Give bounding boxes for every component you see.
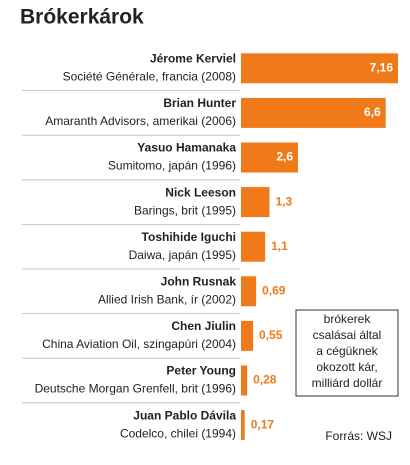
- category-name: Juan Pablo Dávila: [133, 408, 236, 422]
- category-name: Peter Young: [166, 364, 236, 378]
- annotation-line: okozott kár,: [316, 360, 377, 374]
- bar: [241, 142, 299, 173]
- category-name: Toshihide Iguchi: [142, 230, 236, 244]
- category-description: Sumitomo, japán (1996): [108, 159, 236, 173]
- bar: [241, 231, 266, 262]
- value-label: 1,1: [271, 239, 288, 253]
- category-name: John Rusnak: [161, 274, 237, 288]
- bar: [241, 187, 270, 218]
- annotation-line: a cégüknek: [316, 344, 378, 358]
- category-name: Nick Leeson: [165, 185, 236, 199]
- value-label: 6,6: [364, 105, 381, 119]
- category-name: Brian Hunter: [163, 96, 236, 110]
- annotation-line: brókerek: [324, 312, 372, 326]
- bar: [241, 410, 245, 441]
- category-name: Chen Jiulin: [171, 319, 236, 333]
- bar: [241, 97, 386, 128]
- annotation-box: [295, 309, 399, 397]
- category-description: Daiwa, japán (1995): [129, 248, 236, 262]
- bar: [241, 365, 248, 396]
- bar: [241, 276, 257, 307]
- value-label: 7,16: [370, 60, 394, 74]
- annotation-line: milliárd dollár: [312, 376, 383, 390]
- category-name: Yasuo Hamanaka: [137, 141, 236, 155]
- value-label: 0,69: [262, 283, 286, 297]
- category-description: Barings, brit (1995): [134, 203, 236, 217]
- value-label: 2,6: [276, 150, 293, 164]
- value-label: 0,17: [251, 417, 275, 431]
- category-description: China Aviation Oil, szingapúri (2004): [42, 337, 236, 351]
- category-description: Allied Irish Bank, ír (2002): [98, 292, 236, 306]
- category-description: Amaranth Advisors, amerikai (2006): [45, 114, 236, 128]
- value-label: 0,28: [253, 373, 277, 387]
- value-label: 1,3: [276, 194, 293, 208]
- annotation-line: csalásai által: [313, 328, 382, 342]
- chart-title: Brókerkárok: [20, 6, 144, 29]
- category-description: Société Générale, francia (2008): [63, 69, 236, 83]
- bar: [241, 53, 398, 84]
- source: Forrás: WSJ: [325, 429, 392, 443]
- value-label: 0,55: [259, 328, 283, 342]
- category-description: Deutsche Morgan Grenfell, brit (1996): [35, 382, 236, 396]
- bar: [241, 320, 254, 351]
- category-description: Codelco, chilei (1994): [120, 426, 236, 440]
- category-name: Jérome Kerviel: [150, 51, 236, 65]
